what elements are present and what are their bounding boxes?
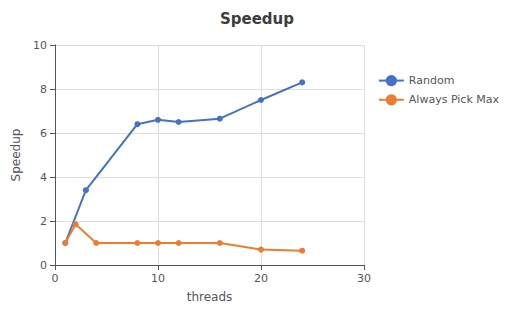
svg-text:0: 0	[52, 272, 59, 285]
svg-text:6: 6	[40, 127, 47, 140]
svg-text:Speedup: Speedup	[220, 10, 294, 28]
svg-text:30: 30	[357, 272, 371, 285]
svg-text:Speedup: Speedup	[9, 129, 23, 182]
svg-text:10: 10	[151, 272, 165, 285]
svg-text:8: 8	[40, 83, 47, 96]
svg-text:Always Pick Max: Always Pick Max	[409, 93, 500, 106]
svg-text:10: 10	[33, 39, 47, 52]
svg-text:2: 2	[40, 215, 47, 228]
svg-text:Random: Random	[409, 74, 455, 87]
svg-text:20: 20	[254, 272, 268, 285]
svg-text:4: 4	[40, 171, 47, 184]
svg-text:0: 0	[40, 259, 47, 272]
svg-text:threads: threads	[187, 290, 233, 304]
